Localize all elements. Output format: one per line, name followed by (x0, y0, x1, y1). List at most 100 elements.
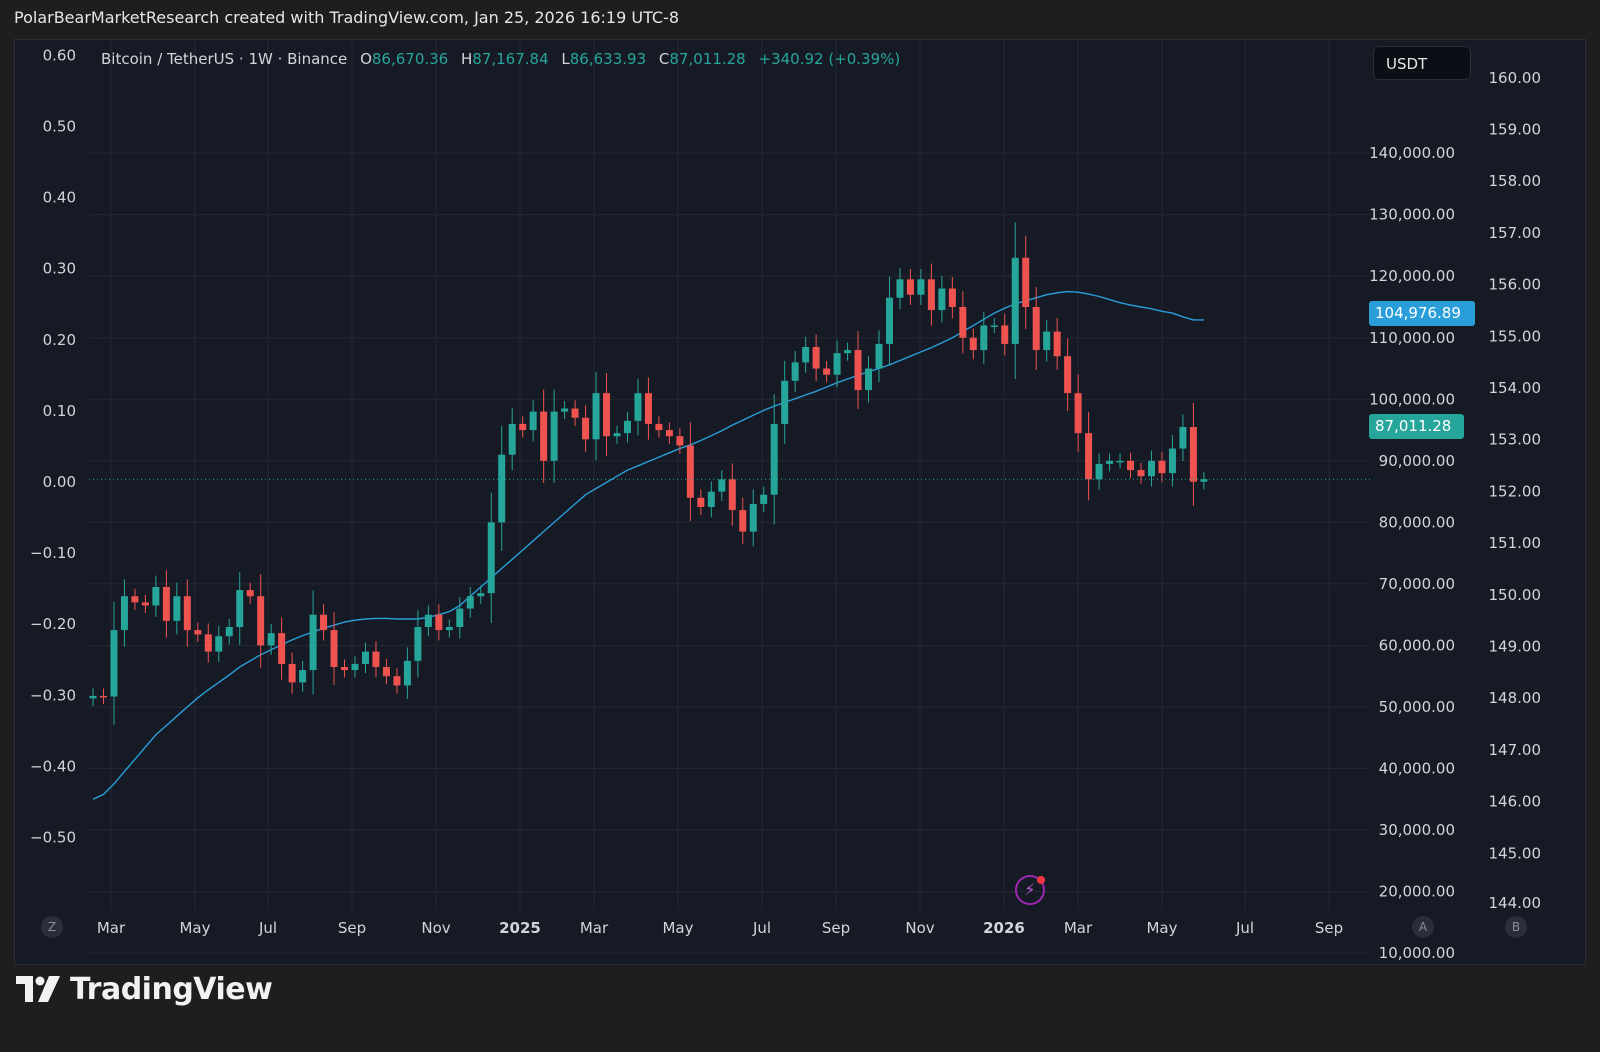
candle-body (89, 695, 97, 699)
currency-button[interactable]: USDT (1373, 46, 1471, 80)
price-tick-label: 20,000.00 (1379, 883, 1455, 901)
price-tick-label: 140,000.00 (1369, 144, 1455, 162)
far-right-tick-label: 159.00 (1489, 121, 1542, 139)
time-axis: Mar May Jul Sep Nov 2025 Mar May Jul Sep Nov 2026 Ma… (97, 919, 1343, 937)
candle-body (697, 497, 705, 507)
candle-body (341, 666, 349, 671)
left-tick-label: −0.50 (30, 829, 76, 847)
left-tick-label: 0.10 (43, 402, 76, 420)
left-tick-label: −0.20 (30, 615, 76, 633)
candle-body (990, 325, 998, 327)
price-tick-label: 120,000.00 (1369, 267, 1455, 285)
price-chart[interactable]: 10,000.00 20,000.00 30,000.00 40,000.00 50,0… (15, 40, 1586, 965)
price-tick-label: 110,000.00 (1369, 329, 1455, 347)
candle-body (183, 596, 191, 631)
far-right-tick-label: 156.00 (1489, 276, 1542, 294)
price-tick-label: 130,000.00 (1369, 206, 1455, 224)
candle-body (959, 306, 967, 338)
close-label: C (658, 50, 670, 68)
candle-body (498, 454, 506, 523)
candle-body (445, 626, 453, 631)
candle-body (1147, 460, 1155, 477)
candle-body (351, 663, 359, 671)
far-right-tick-label: 150.00 (1489, 586, 1542, 604)
candle-body (896, 279, 904, 298)
left-tick-label: −0.10 (30, 544, 76, 562)
candle-body (812, 346, 820, 369)
candle-body (372, 651, 380, 667)
low-label: L (561, 50, 570, 68)
lightning-icon[interactable]: ⚡ (1015, 875, 1045, 905)
open-value: 86,670.36 (371, 50, 449, 68)
far-right-axis: 144.00 145.00 146.00 147.00 148.00 149.00 150.… (1489, 69, 1542, 912)
candle-body (1064, 356, 1072, 394)
time-tick-label: Sep (1315, 919, 1343, 937)
candle-body (424, 614, 432, 627)
scale-b-button[interactable]: B (1505, 916, 1527, 938)
zoom-reset-button[interactable]: Z (41, 916, 63, 938)
candle-body (110, 630, 118, 697)
left-tick-label: −0.30 (30, 686, 76, 704)
moving-average (92, 290, 1204, 800)
candle-body (456, 608, 464, 627)
time-tick-label: May (179, 919, 210, 937)
candle-body (131, 596, 139, 603)
candle-body (917, 279, 925, 295)
symbol-label[interactable]: Bitcoin / TetherUS · 1W · Binance (101, 50, 348, 68)
auto-scale-button[interactable]: A (1412, 916, 1434, 938)
time-tick-label: Mar (580, 919, 609, 937)
candle-body (686, 445, 694, 498)
candles (89, 222, 1208, 725)
tv-logo-icon (16, 976, 60, 1002)
far-right-tick-label: 146.00 (1489, 793, 1542, 811)
far-right-tick-label: 147.00 (1489, 741, 1542, 759)
candle-body (655, 423, 663, 431)
candle-body (1022, 257, 1030, 307)
time-tick-label: Sep (338, 919, 366, 937)
candle-body (320, 614, 328, 631)
far-right-tick-label: 149.00 (1489, 638, 1542, 656)
candle-body (1137, 470, 1145, 477)
candle-body (760, 494, 768, 504)
time-tick-label: May (1146, 919, 1177, 937)
candle-body (194, 630, 202, 635)
left-tick-label: 0.00 (43, 473, 76, 491)
candle-body (1053, 331, 1061, 357)
candle-body (948, 288, 956, 307)
ma-line (92, 290, 1204, 800)
ma-price-tag: 104,976.89 (1369, 301, 1475, 326)
price-tick-label: 30,000.00 (1379, 821, 1455, 839)
candle-body (938, 288, 946, 311)
far-right-tick-label: 151.00 (1489, 534, 1542, 552)
candle-body (623, 420, 631, 434)
ohlc-legend: Bitcoin / TetherUS · 1W · Binance O86,67… (101, 50, 908, 68)
candle-body (477, 593, 485, 597)
notification-dot (1037, 876, 1045, 884)
price-tick-label: 70,000.00 (1379, 575, 1455, 593)
price-tick-label: 10,000.00 (1379, 944, 1455, 962)
candle-body (644, 393, 652, 424)
candle-body (1179, 426, 1187, 449)
price-tick-label: 90,000.00 (1379, 452, 1455, 470)
candle-body (1200, 479, 1208, 482)
candle-body (927, 279, 935, 311)
last-price-tag: 87,011.28 (1369, 414, 1464, 439)
candle-body (875, 343, 883, 369)
price-axis: 10,000.00 20,000.00 30,000.00 40,000.00 50,0… (1369, 144, 1455, 962)
time-tick-label: Mar (97, 919, 126, 937)
high-label: H (461, 50, 473, 68)
candle-body (403, 660, 411, 686)
candle-body (288, 663, 296, 683)
time-tick-label: Nov (421, 919, 450, 937)
candle-body (865, 368, 873, 391)
candle-body (225, 626, 233, 637)
candle-body (718, 479, 726, 492)
chart-panel[interactable]: 10,000.00 20,000.00 30,000.00 40,000.00 50,0… (14, 39, 1586, 965)
candle-body (519, 423, 527, 431)
candle-body (487, 522, 495, 594)
brand-name: TradingView (70, 971, 273, 1007)
candle-body (791, 362, 799, 381)
attribution-text: PolarBearMarketResearch created with Tra… (14, 8, 680, 27)
candle-body (529, 411, 537, 431)
candle-body (1127, 460, 1135, 471)
